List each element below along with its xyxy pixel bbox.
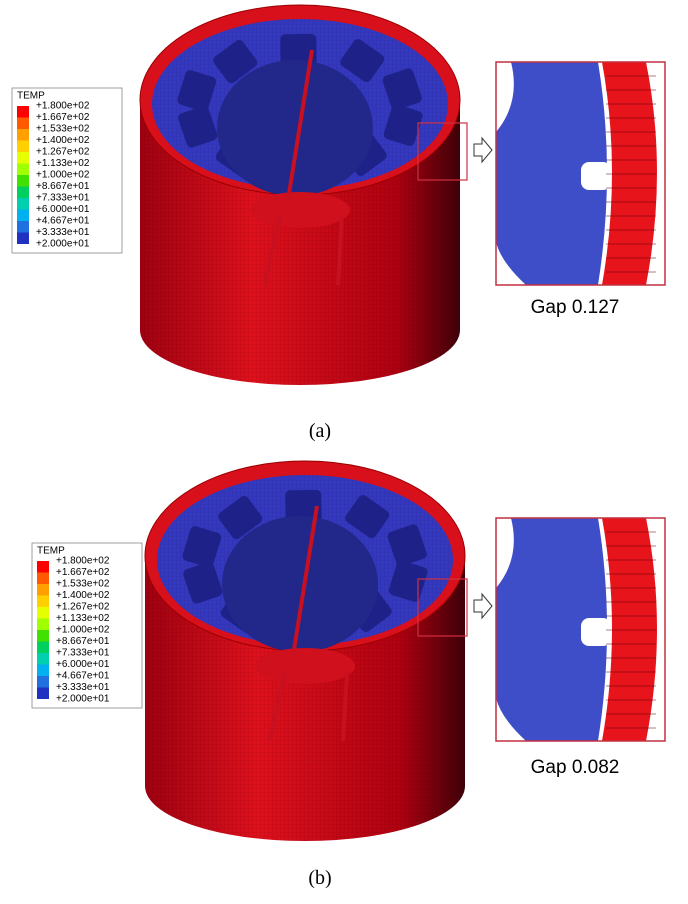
legend-swatch — [17, 129, 29, 141]
legend-label: +1.267e+02 — [36, 147, 90, 158]
zoom-marker — [417, 122, 468, 181]
slot — [182, 526, 222, 568]
legend-label: +1.000e+02 — [36, 170, 90, 181]
legend-box — [11, 87, 123, 254]
legend-swatch — [17, 221, 29, 233]
bore-floor — [255, 648, 355, 684]
legend-swatch — [17, 117, 29, 129]
legend-label: +2.000e+01 — [56, 694, 110, 705]
legend-swatch — [37, 664, 49, 676]
legend-box — [31, 542, 143, 709]
legend-swatch — [37, 561, 49, 573]
legend-label: +1.267e+02 — [56, 602, 110, 613]
slot — [213, 39, 258, 84]
legend-swatch — [37, 630, 49, 642]
legend: TEMP+1.800e+02+1.667e+02+1.533e+02+1.400… — [11, 87, 123, 254]
legend-label: +8.667e+01 — [36, 181, 90, 192]
legend-label: +3.333e+01 — [56, 682, 110, 693]
zoom-marker — [417, 578, 468, 637]
zoom-frame — [495, 61, 666, 286]
slot — [340, 39, 385, 83]
weld-line — [291, 505, 319, 657]
legend-swatch — [37, 687, 49, 699]
slot — [382, 68, 422, 111]
bore — [217, 60, 373, 196]
gap-label: Gap 0.082 — [531, 757, 620, 778]
legend-swatch — [17, 209, 29, 221]
legend: TEMP+1.800e+02+1.667e+02+1.533e+02+1.400… — [31, 542, 143, 709]
bore — [222, 516, 378, 652]
legend-swatch — [37, 584, 49, 596]
legend-label: +6.000e+01 — [36, 204, 90, 215]
legend-label: +7.333e+01 — [56, 648, 110, 659]
legend-label: +1.533e+02 — [56, 579, 110, 590]
slot — [285, 489, 322, 523]
legend-title: TEMP — [37, 546, 65, 557]
panel — [139, 4, 666, 385]
legend-label: +1.400e+02 — [56, 590, 110, 601]
weld-line — [263, 214, 282, 286]
zoom-frame — [495, 517, 666, 742]
legend-label: +7.333e+01 — [36, 193, 90, 204]
legend-label: +1.800e+02 — [56, 556, 110, 567]
legend-label: +4.667e+01 — [56, 671, 110, 682]
legend-swatch — [17, 186, 29, 198]
legend-label: +3.333e+01 — [36, 227, 90, 238]
legend-label: +1.533e+02 — [36, 124, 90, 135]
legend-label: +1.667e+02 — [36, 112, 90, 123]
legend-swatch — [37, 676, 49, 688]
legend-label: +4.667e+01 — [36, 216, 90, 227]
slot — [387, 524, 427, 567]
slot — [218, 495, 263, 540]
panel-caption: (b) — [308, 867, 331, 889]
slot — [280, 33, 317, 67]
zoom-stator — [496, 518, 607, 741]
zoom-stator — [496, 62, 607, 285]
slot — [383, 104, 423, 146]
panel — [144, 460, 666, 841]
panel-caption: (a) — [309, 420, 331, 442]
legend-label: +1.400e+02 — [36, 135, 90, 146]
weld-line — [268, 670, 287, 742]
arrow — [473, 136, 493, 164]
slot — [177, 70, 217, 112]
zoom-notch — [581, 618, 611, 646]
legend-swatch — [17, 163, 29, 175]
legend-swatch — [37, 653, 49, 665]
gap-label: Gap 0.127 — [531, 297, 620, 318]
legend-label: +1.133e+02 — [36, 158, 90, 169]
slot — [183, 561, 223, 604]
legend-title: TEMP — [17, 91, 45, 102]
legend-label: +6.000e+01 — [56, 659, 110, 670]
slot — [345, 495, 390, 539]
slot — [178, 105, 218, 148]
legend-swatch — [37, 618, 49, 630]
legend-swatch — [37, 641, 49, 653]
legend-swatch — [17, 152, 29, 164]
weld-line — [336, 214, 344, 286]
legend-swatch — [17, 140, 29, 152]
legend-label: +1.800e+02 — [36, 101, 90, 112]
legend-swatch — [17, 232, 29, 244]
zoom-notch — [581, 162, 611, 190]
legend-label: +1.000e+02 — [56, 625, 110, 636]
legend-swatch — [37, 595, 49, 607]
bore-floor — [250, 192, 350, 228]
legend-label: +1.667e+02 — [56, 567, 110, 578]
legend-label: +1.133e+02 — [56, 613, 110, 624]
legend-swatch — [17, 106, 29, 118]
legend-swatch — [17, 175, 29, 187]
legend-label: +8.667e+01 — [56, 636, 110, 647]
weld-line — [341, 670, 349, 742]
legend-label: +2.000e+01 — [36, 239, 90, 250]
legend-swatch — [17, 198, 29, 210]
legend-swatch — [37, 572, 49, 584]
arrow — [473, 592, 493, 620]
weld-line — [286, 49, 314, 201]
legend-swatch — [37, 607, 49, 619]
